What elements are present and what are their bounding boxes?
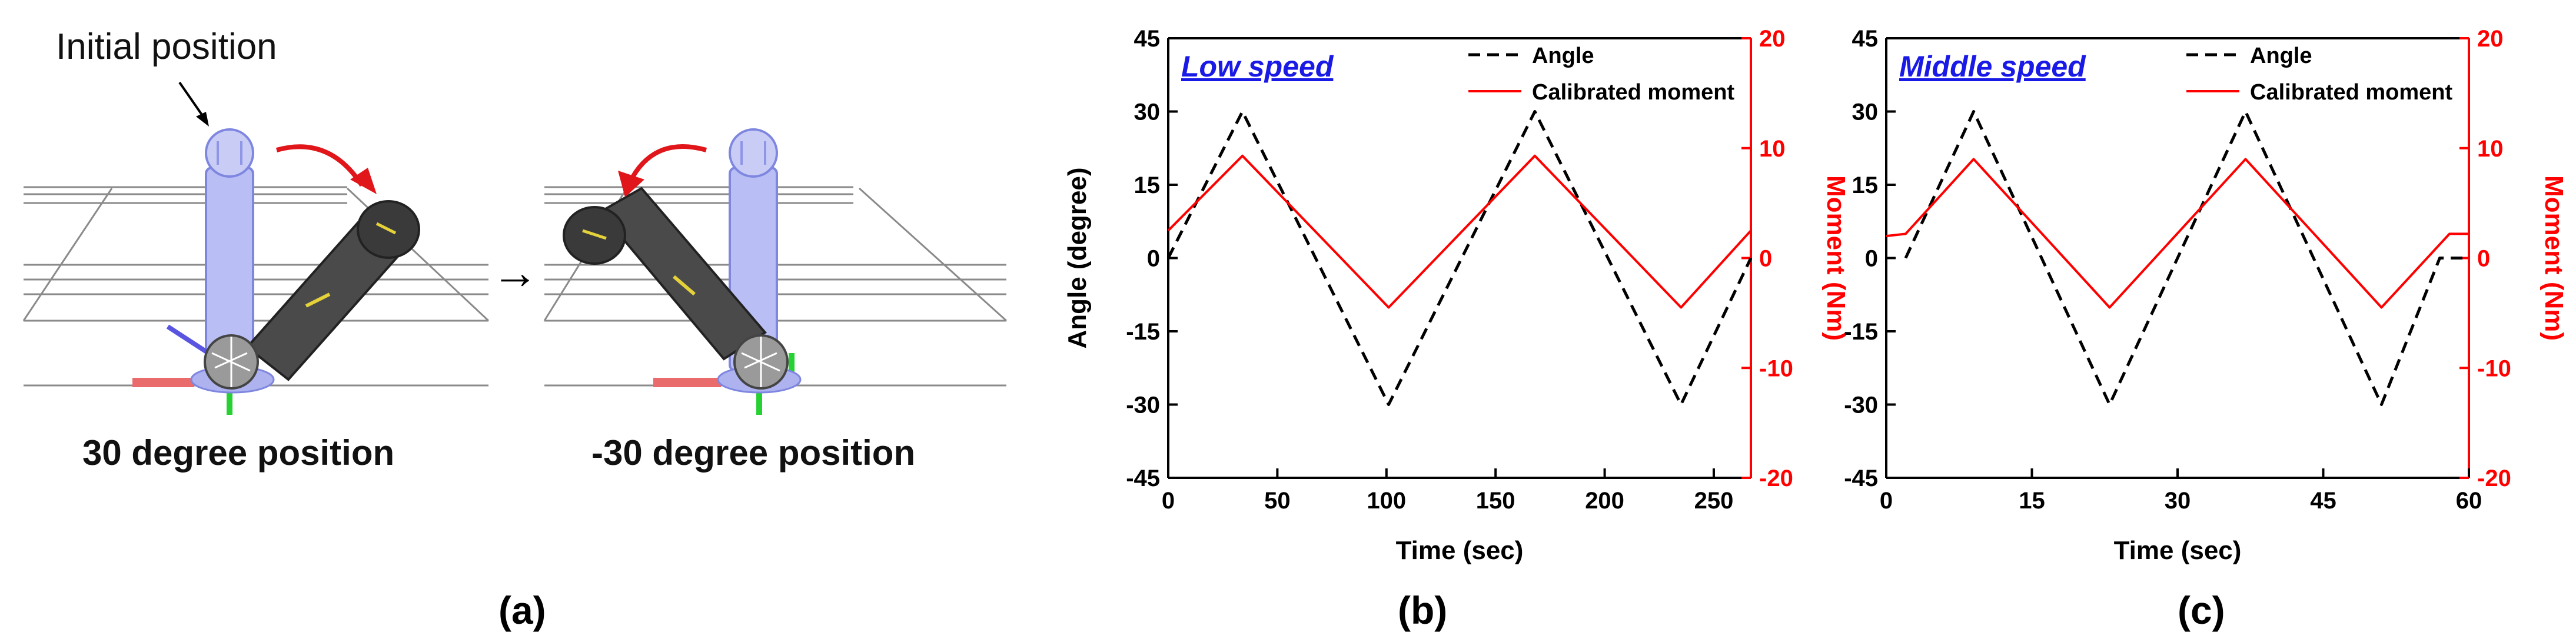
x-tick-label: 0 (1880, 488, 1893, 514)
series-line-angle (1904, 110, 2469, 406)
x-tick-label: 200 (1585, 488, 1624, 514)
left-rotation-arrow (275, 144, 377, 194)
legend-label-moment: Calibrated moment (1532, 80, 1735, 105)
x-tick-label: 0 (1162, 488, 1175, 514)
right-caption: -30 degree position (591, 433, 915, 473)
x-axis-label: Time (sec) (2114, 536, 2242, 565)
x-tick-label: 50 (1264, 488, 1291, 514)
chart-title: Low speed (1181, 50, 1334, 83)
x-tick-label: 30 (2165, 488, 2191, 514)
left-floor-grid (22, 186, 490, 387)
y-tick-label: 15 (1852, 172, 1879, 198)
y2-tick-label: -20 (2477, 465, 2511, 491)
legend-label-angle: Angle (1532, 44, 1594, 68)
y-tick-label: 30 (1852, 99, 1879, 125)
panel-b-label: (b) (1398, 588, 1447, 632)
y2-tick-label: -10 (2477, 355, 2511, 381)
initial-position-pointer (178, 81, 209, 127)
left-robot-arm (245, 200, 420, 381)
left-joint (132, 324, 275, 415)
x-axis-label: Time (sec) (1396, 536, 1524, 565)
y2-tick-label: 20 (2477, 26, 2504, 52)
series-line-moment (1886, 158, 2469, 309)
y-axis-label: Angle (degree) (1063, 167, 1092, 348)
panel-a-label: (a) (498, 588, 546, 632)
y2-tick-label: 10 (1759, 136, 1786, 162)
chart-title: Middle speed (1899, 50, 2086, 83)
series-line-moment (1167, 154, 1752, 309)
y2-tick-label: 0 (2477, 246, 2490, 272)
y-tick-label: 45 (1852, 26, 1879, 52)
y-tick-label: -30 (1844, 392, 1878, 418)
right-joint (653, 334, 802, 415)
y-tick-label: 0 (1865, 246, 1878, 272)
chart-middle-speed: 0 15 30 45 60 -45 -30 -15 0 15 30 45 -20 -10 0 10 20 Time… (1844, 26, 2568, 565)
x-tick-label: 250 (1694, 488, 1734, 514)
y-tick-label: -15 (1126, 319, 1160, 345)
legend-label-moment: Calibrated moment (2250, 80, 2453, 105)
y-tick-label: 0 (1147, 246, 1160, 272)
y-tick-label: 15 (1134, 172, 1161, 198)
y-tick-label: 30 (1134, 99, 1161, 125)
x-tick-label: 100 (1367, 488, 1406, 514)
y2-tick-label: 0 (1759, 246, 1772, 272)
panel-c-label: (c) (2178, 588, 2225, 632)
transition-arrow: → (491, 246, 539, 298)
y2-tick-label: 20 (1759, 26, 1786, 52)
y2-tick-label: -20 (1759, 465, 1793, 491)
series-line-angle (1166, 110, 1753, 406)
y-tick-label: -45 (1844, 465, 1878, 491)
initial-position-label: Initial position (56, 26, 277, 67)
right-rotation-arrow (618, 144, 707, 197)
y-tick-label: 45 (1134, 26, 1161, 52)
x-tick-label: 60 (2456, 488, 2482, 514)
chart-low-speed: 0 50 100 150 200 250 -45 -30 -15 0 15 30 45 -20 -10 0 10… (1063, 26, 1850, 565)
y-tick-label: -30 (1126, 392, 1160, 418)
y2-axis-label: Moment (Nm) (2540, 175, 2568, 341)
y-tick-label: -45 (1126, 465, 1160, 491)
y2-tick-label: 10 (2477, 136, 2504, 162)
x-tick-label: 15 (2019, 488, 2045, 514)
left-caption: 30 degree position (82, 433, 394, 473)
legend-label-angle: Angle (2250, 44, 2312, 68)
y2-tick-label: -10 (1759, 355, 1793, 381)
y2-axis-label: Moment (Nm) (1822, 175, 1850, 341)
panel-a: Initial position 30 degree position → (22, 26, 1008, 632)
y-tick-label: -15 (1844, 319, 1878, 345)
right-robot-arm (563, 187, 767, 361)
x-tick-label: 150 (1476, 488, 1515, 514)
x-tick-label: 45 (2310, 488, 2336, 514)
